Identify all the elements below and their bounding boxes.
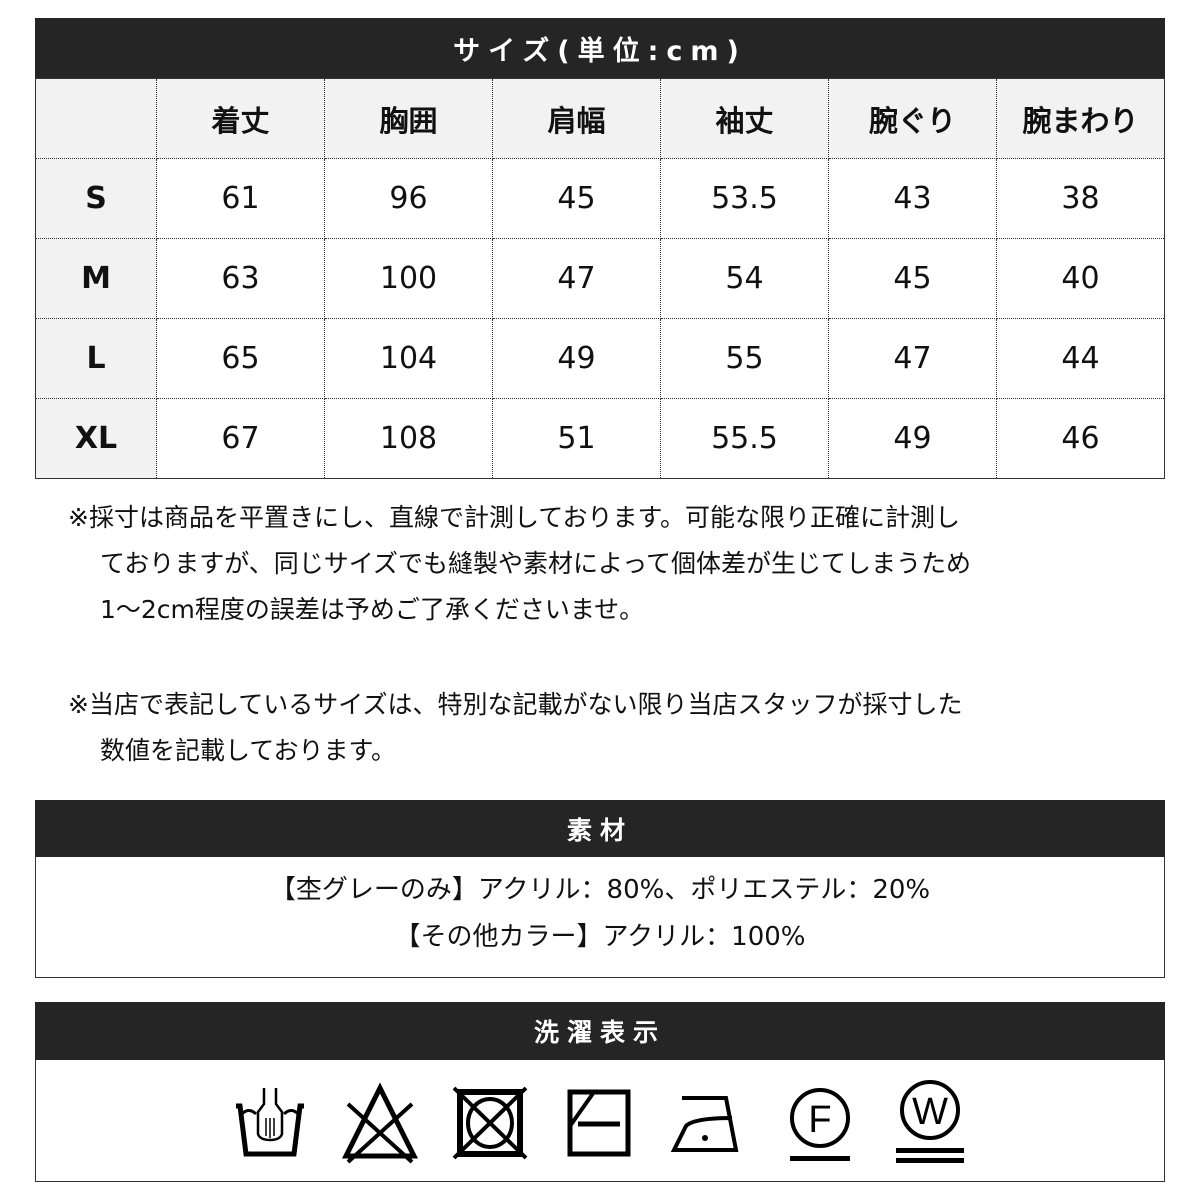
size-table: 着丈 胸囲 肩幅 袖丈 腕ぐり 腕まわり S 61 96 45 53.5 43 38 M 63 1… <box>35 78 1165 479</box>
size-label: XL <box>35 398 157 479</box>
measurement-cell: 108 <box>324 398 493 479</box>
header-cell: 胸囲 <box>324 78 493 159</box>
size-title-bar: サイズ(単位:cm) <box>35 18 1165 78</box>
measurement-cell: 67 <box>156 398 325 479</box>
header-cell: 肩幅 <box>492 78 661 159</box>
svg-text:W: W <box>912 1091 948 1133</box>
shade-flat-dry-icon <box>567 1089 631 1157</box>
header-cell: 着丈 <box>156 78 325 159</box>
measurement-cell: 65 <box>156 318 325 399</box>
measurement-cell: 53.5 <box>660 158 829 239</box>
measurement-cell: 54 <box>660 238 829 319</box>
measurement-cell: 100 <box>324 238 493 319</box>
measurement-cell: 45 <box>828 238 997 319</box>
measurement-cell: 61 <box>156 158 325 239</box>
measurement-cell: 46 <box>996 398 1165 479</box>
size-label: L <box>35 318 157 399</box>
measurement-cell: 49 <box>492 318 661 399</box>
dry-clean-f-icon: F <box>790 1088 850 1161</box>
measurement-cell: 96 <box>324 158 493 239</box>
material-line: 【その他カラー】アクリル：100% <box>394 922 806 952</box>
measurement-cell: 47 <box>492 238 661 319</box>
measurement-cell: 104 <box>324 318 493 399</box>
measurement-cell: 38 <box>996 158 1165 239</box>
care-box: F W <box>35 1060 1165 1182</box>
size-label: M <box>35 238 157 319</box>
measurement-cell: 55.5 <box>660 398 829 479</box>
size-row: S 61 96 45 53.5 43 38 <box>35 158 1165 239</box>
material-line: 【杢グレーのみ】アクリル：80%、ポリエステル：20% <box>269 875 931 905</box>
material-title-bar: 素材 <box>35 800 1165 857</box>
wet-clean-w-icon: W <box>896 1080 964 1163</box>
measurement-cell: 49 <box>828 398 997 479</box>
measurement-cell: 44 <box>996 318 1165 399</box>
material-box: 【杢グレーのみ】アクリル：80%、ポリエステル：20% 【その他カラー】アクリル… <box>35 857 1165 978</box>
note-size-source: ※当店で表記しているサイズは、特別な記載がない限り当店スタッフが採寸した 数値を… <box>68 690 963 765</box>
care-title-bar: 洗濯表示 <box>35 1002 1165 1060</box>
measurement-cell: 51 <box>492 398 661 479</box>
size-row: M 63 100 47 54 45 40 <box>35 238 1165 319</box>
measurement-cell: 47 <box>828 318 997 399</box>
header-cell: 腕まわり <box>996 78 1165 159</box>
svg-text:F: F <box>808 1099 831 1141</box>
measurement-cell: 63 <box>156 238 325 319</box>
header-row: 着丈 胸囲 肩幅 袖丈 腕ぐり 腕まわり <box>35 78 1165 159</box>
measurement-cell: 43 <box>828 158 997 239</box>
no-bleach-icon <box>341 1082 419 1164</box>
hand-wash-icon <box>236 1088 304 1157</box>
size-label: S <box>35 158 157 239</box>
header-cell: 袖丈 <box>660 78 829 159</box>
size-row: L 65 104 49 55 47 44 <box>35 318 1165 399</box>
size-row: XL 67 108 51 55.5 49 46 <box>35 398 1165 479</box>
note-measurement: ※採寸は商品を平置きにし、直線で計測しております。可能な限り正確に計測し ており… <box>68 503 972 624</box>
measurement-cell: 45 <box>492 158 661 239</box>
no-tumble-dry-icon <box>452 1086 528 1160</box>
measurement-cell: 40 <box>996 238 1165 319</box>
header-cell <box>35 78 157 159</box>
low-iron-icon <box>670 1096 739 1152</box>
header-cell: 腕ぐり <box>828 78 997 159</box>
measurement-cell: 55 <box>660 318 829 399</box>
